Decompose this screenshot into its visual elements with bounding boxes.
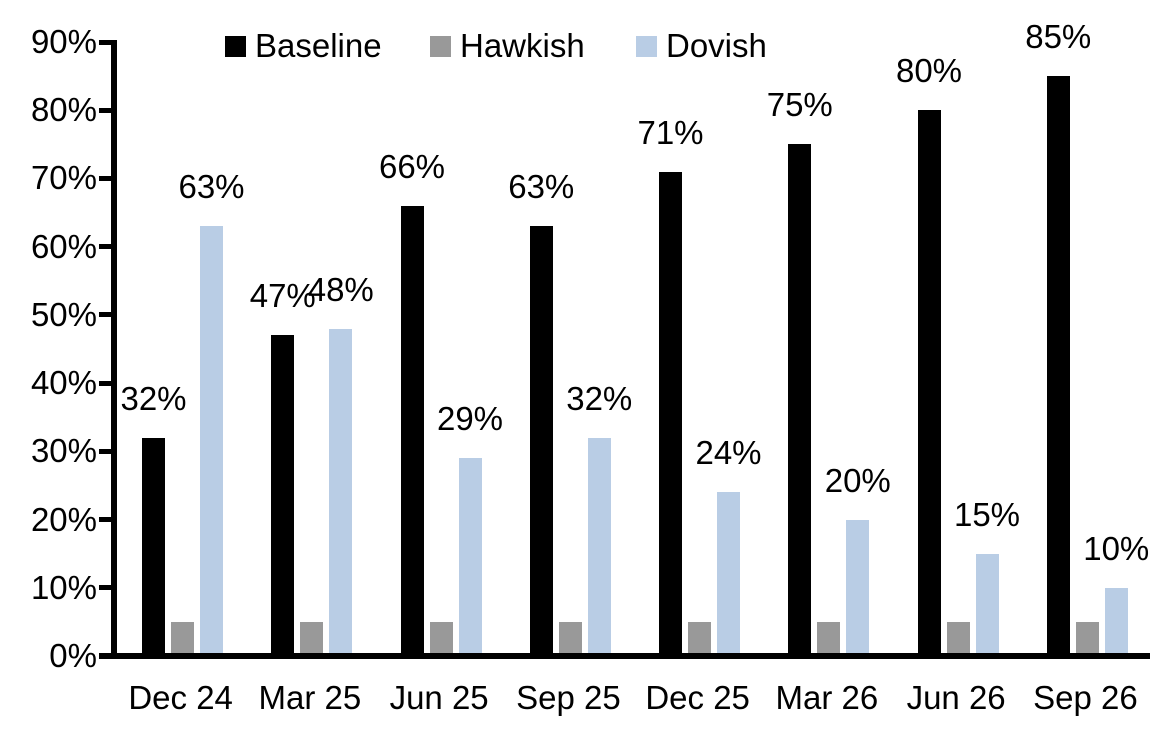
y-axis-tick <box>99 380 112 386</box>
y-axis-tick-label: 80% <box>30 91 97 129</box>
y-axis-tick <box>99 448 112 454</box>
value-label-dovish-dec-25: 24% <box>695 434 762 472</box>
value-label-baseline-mar-26: 75% <box>766 86 833 124</box>
y-axis-tick-label: 10% <box>30 568 97 606</box>
bar-baseline-dec-25 <box>659 171 682 656</box>
value-label-baseline-jun-25: 66% <box>378 147 446 185</box>
value-label-dovish-sep-25: 32% <box>566 379 633 417</box>
y-axis-tick <box>99 653 112 659</box>
bar-baseline-dec-24 <box>142 437 165 656</box>
value-label-dovish-mar-25: 48% <box>307 270 374 308</box>
bar-hawkish-mar-26 <box>817 621 841 656</box>
legend-swatch-baseline <box>225 35 246 57</box>
legend-label-baseline: Baseline <box>255 27 382 64</box>
bar-dovish-mar-25 <box>329 328 353 656</box>
bar-hawkish-sep-25 <box>558 621 582 656</box>
x-axis-label-jun-25: Jun 25 <box>389 679 489 716</box>
bar-dovish-mar-26 <box>846 519 870 656</box>
bar-hawkish-jun-25 <box>429 621 453 656</box>
bar-hawkish-dec-24 <box>171 621 194 656</box>
bar-baseline-mar-25 <box>271 335 295 656</box>
y-axis-tick <box>99 585 112 591</box>
x-axis-line <box>99 653 1150 659</box>
legend-item-hawkish: Hawkish <box>430 27 585 64</box>
value-label-baseline-dec-24: 32% <box>120 379 187 417</box>
y-axis-tick-label: 60% <box>30 227 97 265</box>
x-axis-label-jun-26: Jun 26 <box>906 679 1006 716</box>
y-axis-tick <box>99 312 112 318</box>
value-label-baseline-sep-26: 85% <box>1025 18 1092 56</box>
value-label-baseline-jun-26: 80% <box>895 52 963 90</box>
value-label-dovish-jun-25: 29% <box>436 400 504 438</box>
bar-baseline-jun-25 <box>400 205 424 656</box>
y-axis-tick <box>99 107 112 113</box>
legend-item-baseline: Baseline <box>225 27 382 64</box>
value-label-dovish-mar-26: 20% <box>824 461 891 499</box>
x-axis-label-mar-25: Mar 25 <box>258 679 362 716</box>
bar-baseline-mar-26 <box>788 144 812 656</box>
x-axis-label-sep-26: Sep 26 <box>1033 679 1138 716</box>
value-label-dovish-jun-26: 15% <box>953 495 1021 533</box>
x-axis-label-sep-25: Sep 25 <box>516 679 621 716</box>
legend-swatch-dovish <box>636 35 657 57</box>
value-label-baseline-sep-25: 63% <box>508 168 575 206</box>
bar-baseline-sep-26 <box>1046 76 1070 656</box>
legend-label-hawkish: Hawkish <box>460 27 585 64</box>
legend: Baseline Hawkish Dovish <box>0 27 1152 70</box>
y-axis-tick-label: 0% <box>49 637 97 674</box>
y-axis-tick-label: 40% <box>30 364 97 402</box>
bar-baseline-jun-26 <box>917 110 941 656</box>
legend-item-dovish: Dovish <box>636 27 767 64</box>
bar-dovish-dec-24 <box>200 226 223 656</box>
bar-hawkish-jun-26 <box>946 621 970 656</box>
bar-hawkish-dec-25 <box>688 621 711 656</box>
legend-swatch-hawkish <box>430 35 451 57</box>
bar-dovish-sep-26 <box>1104 587 1128 656</box>
y-axis-tick-label: 70% <box>30 159 97 197</box>
y-axis-tick <box>99 244 112 250</box>
value-label-baseline-mar-25: 47% <box>249 277 316 315</box>
y-axis-tick-label: 90% <box>30 23 97 60</box>
bar-dovish-jun-25 <box>458 458 482 656</box>
y-axis-tick-label: 20% <box>30 500 97 538</box>
bar-dovish-dec-25 <box>717 492 740 656</box>
value-label-baseline-dec-25: 71% <box>637 113 704 151</box>
y-axis-tick <box>99 175 112 181</box>
y-axis-line <box>111 40 117 659</box>
bar-dovish-sep-25 <box>587 437 611 656</box>
value-label-dovish-dec-24: 63% <box>178 168 245 206</box>
bar-dovish-jun-26 <box>975 553 999 656</box>
x-axis-label-dec-24: Dec 24 <box>128 679 233 716</box>
y-axis-tick-label: 50% <box>30 295 97 333</box>
value-label-dovish-sep-26: 10% <box>1083 529 1150 567</box>
x-axis-label-mar-26: Mar 26 <box>775 679 879 716</box>
x-axis-label-dec-25: Dec 25 <box>645 679 750 716</box>
bar-hawkish-mar-25 <box>300 621 324 656</box>
bar-hawkish-sep-26 <box>1075 621 1099 656</box>
legend-label-dovish: Dovish <box>666 27 767 64</box>
y-axis-tick <box>99 517 112 523</box>
bar-baseline-sep-25 <box>529 226 553 656</box>
y-axis-tick <box>99 39 112 45</box>
y-axis-tick-label: 30% <box>30 432 97 470</box>
